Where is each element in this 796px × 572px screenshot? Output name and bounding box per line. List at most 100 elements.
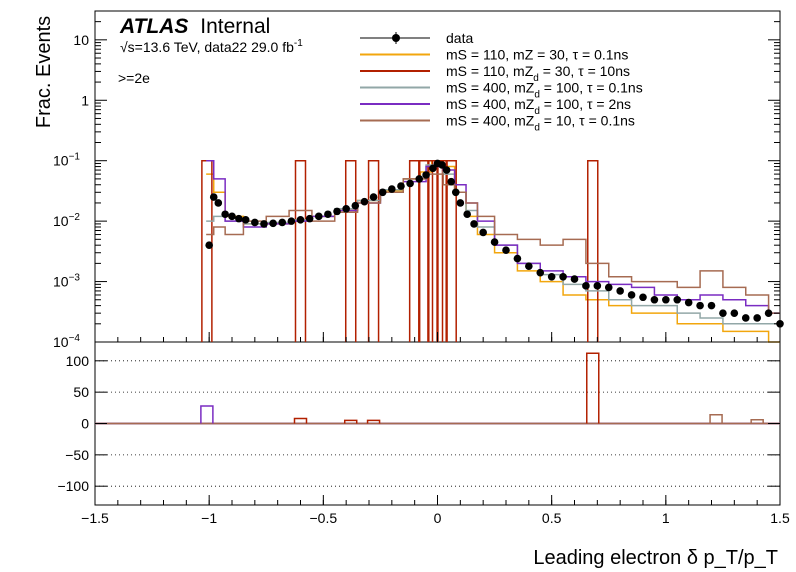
data-point bbox=[305, 214, 314, 223]
legend-label: mS = 400, mZd = 10, τ = 0.1ns bbox=[446, 113, 635, 134]
data-point bbox=[463, 210, 471, 219]
data-point bbox=[662, 295, 670, 304]
y-axis-title: Frac. Events bbox=[33, 16, 55, 128]
legend-entry: mS = 400, mZd = 100, τ = 2ns bbox=[360, 96, 631, 117]
legend-entry: mS = 110, mZd = 30, τ = 10ns bbox=[360, 63, 630, 84]
atlas-label: ATLAS Internal bbox=[119, 15, 270, 38]
series-spike bbox=[418, 159, 430, 342]
y-tick-label: 10−1 bbox=[53, 152, 80, 169]
data-point bbox=[604, 283, 613, 292]
data-point bbox=[296, 216, 305, 224]
series-spike bbox=[436, 159, 448, 342]
data-point bbox=[451, 188, 460, 197]
data-point bbox=[342, 204, 350, 213]
y-axis-ticks-bottom: −100 −50 0 50 100 bbox=[57, 353, 780, 494]
y-tick-label-bottom: −100 bbox=[57, 478, 89, 494]
x-tick-label: −1 bbox=[201, 510, 217, 526]
data-point bbox=[415, 175, 424, 183]
data-point bbox=[260, 220, 268, 228]
data-point bbox=[673, 295, 682, 304]
data-point bbox=[513, 254, 522, 263]
data-point bbox=[741, 314, 750, 322]
data-point bbox=[490, 238, 499, 246]
data-point bbox=[378, 188, 387, 197]
legend-entry: mS = 110, mZ = 30, τ = 0.1ns bbox=[360, 47, 628, 63]
data-point bbox=[470, 220, 478, 228]
data-point bbox=[707, 301, 716, 310]
x-tick-label: 1 bbox=[662, 510, 670, 526]
y-tick-label: 10−4 bbox=[53, 333, 80, 350]
legend-label: mS = 110, mZ = 30, τ = 0.1ns bbox=[446, 47, 628, 63]
data-points bbox=[205, 159, 784, 328]
x-axis-ticks: −1.5 −1 −0.5 0 0.5 1 1.5 bbox=[81, 332, 790, 526]
y-tick-label: 10 bbox=[73, 32, 89, 48]
ratio-spike bbox=[343, 419, 358, 424]
legend-entry: data bbox=[360, 30, 473, 46]
data-point bbox=[360, 197, 369, 206]
data-point bbox=[278, 218, 287, 227]
series-spike bbox=[587, 159, 599, 342]
ratio-spike bbox=[586, 352, 600, 424]
y-axis-ticks-top: 10−4 10−3 10−2 10−1 1 10 bbox=[53, 10, 780, 350]
data-point bbox=[627, 291, 636, 299]
data-point bbox=[228, 212, 236, 221]
data-point bbox=[502, 246, 510, 255]
y-tick-label: 10−3 bbox=[53, 273, 80, 290]
data-point bbox=[241, 216, 250, 224]
x-tick-label: 0.5 bbox=[542, 510, 562, 526]
series-spike bbox=[445, 159, 457, 342]
x-tick-label: −0.5 bbox=[310, 510, 338, 526]
data-point bbox=[559, 272, 567, 281]
series-spike bbox=[294, 159, 307, 342]
energy-label: √s=13.6 TeV, data22 29.0 fb-1 bbox=[120, 38, 303, 55]
x-tick-label: −1.5 bbox=[81, 510, 109, 526]
data-point bbox=[221, 210, 229, 219]
data-point bbox=[209, 193, 218, 201]
series-spike bbox=[367, 159, 380, 342]
data-point bbox=[547, 272, 556, 281]
y-tick-label-bottom: 50 bbox=[73, 384, 89, 400]
data-point bbox=[369, 193, 378, 201]
data-point bbox=[442, 166, 451, 174]
data-point bbox=[719, 309, 727, 317]
ratio-spike bbox=[366, 419, 381, 424]
data-point bbox=[397, 182, 405, 190]
data-point bbox=[406, 179, 414, 188]
legend-label: mS = 400, mZd = 100, τ = 0.1ns bbox=[446, 80, 643, 101]
data-point bbox=[351, 201, 360, 210]
data-point bbox=[429, 164, 437, 173]
x-tick-label: 1.5 bbox=[770, 510, 790, 526]
data-point bbox=[650, 295, 659, 304]
series-spike bbox=[344, 159, 357, 342]
data-point bbox=[684, 298, 693, 307]
data-point bbox=[536, 268, 545, 277]
data-point bbox=[639, 293, 647, 302]
data-point bbox=[616, 287, 624, 295]
selection-label: >=2e bbox=[118, 70, 150, 86]
legend-marker bbox=[392, 34, 400, 42]
data-point bbox=[570, 275, 579, 283]
data-point bbox=[438, 161, 446, 169]
data-point bbox=[730, 309, 739, 317]
data-point bbox=[235, 214, 243, 223]
y-tick-label-bottom: 0 bbox=[81, 416, 89, 432]
y-tick-label: 10−2 bbox=[53, 212, 80, 229]
series-line bbox=[206, 173, 780, 314]
ratio-spike bbox=[750, 418, 764, 424]
data-point bbox=[214, 199, 223, 207]
legend-label: mS = 110, mZd = 30, τ = 10ns bbox=[446, 63, 630, 84]
x-tick-label: 0 bbox=[434, 510, 442, 526]
y-tick-label-bottom: −50 bbox=[65, 447, 89, 463]
data-point bbox=[287, 217, 296, 225]
legend-label: data bbox=[446, 30, 473, 46]
data-point bbox=[764, 309, 773, 317]
data-point bbox=[205, 241, 213, 249]
y-tick-label: 1 bbox=[81, 92, 89, 108]
data-point bbox=[388, 185, 396, 193]
data-point bbox=[593, 282, 602, 290]
data-point bbox=[753, 314, 761, 322]
x-axis-title: Leading electron δ p_T/p_T bbox=[533, 547, 778, 569]
data-point bbox=[447, 177, 456, 186]
